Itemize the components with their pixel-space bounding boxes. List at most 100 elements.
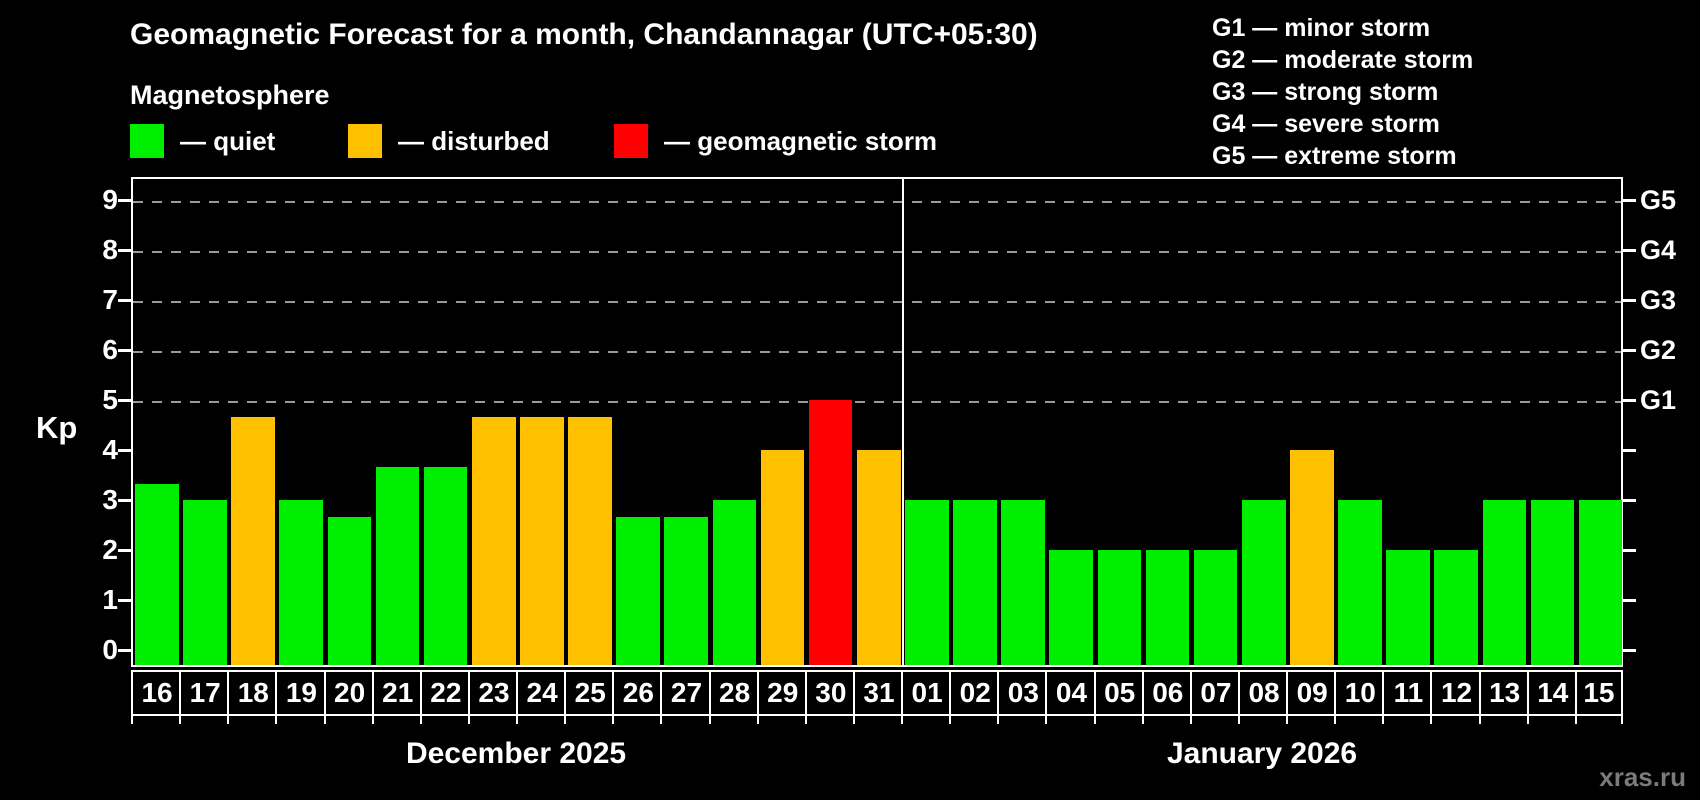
day-boundary-tick (371, 716, 374, 724)
kp-bar-14 (1530, 500, 1575, 665)
kp-bar-17 (183, 500, 227, 665)
day-boundary-tick (179, 716, 182, 724)
day-boundary-tick (275, 716, 278, 724)
right-axis-tick-0 (1623, 649, 1636, 652)
kp-bar-01 (905, 500, 949, 665)
y-tick-label-3: 3 (102, 484, 118, 515)
right-axis-label-g2: G2 (1640, 335, 1677, 365)
day-boundary-tick (131, 716, 133, 724)
right-axis-tick-7 (1623, 299, 1636, 302)
storm-scale-g4: G4 — severe storm (1212, 110, 1440, 138)
y-tick-label-8: 8 (102, 234, 118, 265)
day-label-23: 23 (467, 670, 519, 716)
kp-bar-05 (1097, 550, 1142, 665)
kp-bar-31 (856, 450, 901, 665)
month-label-january: January 2026 (1166, 737, 1358, 770)
left-axis-tick-4 (118, 449, 131, 452)
kp-bar-04 (1049, 550, 1094, 665)
month-separator (902, 179, 905, 665)
storm-scale-g5: G5 — extreme storm (1212, 142, 1457, 170)
right-axis-tick-8 (1623, 249, 1636, 252)
day-label-13: 13 (1478, 670, 1529, 716)
day-boundary-tick (852, 716, 855, 724)
kp-bar-28 (712, 500, 757, 665)
kp-bar-29 (760, 450, 805, 665)
day-boundary-tick (1430, 716, 1433, 724)
day-boundary-tick (1478, 716, 1481, 724)
right-axis-tick-1 (1623, 599, 1636, 602)
left-axis-tick-1 (118, 599, 131, 602)
day-label-04: 04 (1045, 670, 1096, 716)
day-boundary-tick (1237, 716, 1240, 724)
legend-item-storm: — geomagnetic storm (614, 123, 937, 159)
day-label-25: 25 (564, 670, 615, 716)
day-label-11: 11 (1382, 670, 1433, 716)
quiet-color-swatch (130, 124, 164, 158)
day-boundary-tick (1334, 716, 1337, 724)
kp-bar-07 (1193, 550, 1238, 665)
day-label-07: 07 (1189, 670, 1240, 716)
day-boundary-tick (564, 716, 567, 724)
day-boundary-tick (1045, 716, 1048, 724)
watermark: xras.ru (1599, 762, 1686, 792)
right-axis-tick-9 (1623, 199, 1636, 202)
left-axis-tick-2 (118, 549, 131, 552)
day-boundary-tick (323, 716, 326, 724)
day-label-18: 18 (227, 670, 278, 716)
kp-bar-15 (1578, 500, 1623, 665)
right-axis-label-g1: G1 (1640, 385, 1677, 415)
kp-bar-26 (616, 516, 660, 665)
y-tick-label-5: 5 (102, 384, 118, 415)
day-label-12: 12 (1430, 670, 1481, 716)
y-tick-label-9: 9 (102, 184, 118, 215)
day-boundary-tick (227, 716, 230, 724)
kp-bar-13 (1482, 500, 1527, 665)
kp-bar-23 (471, 416, 516, 665)
day-label-03: 03 (997, 670, 1048, 716)
kp-bar-03 (1001, 500, 1045, 665)
day-label-10: 10 (1334, 670, 1385, 716)
legend-item-quiet: — quiet (130, 123, 275, 159)
day-boundary-tick (756, 716, 759, 724)
day-label-09: 09 (1286, 670, 1337, 716)
left-axis-tick-6 (118, 349, 131, 352)
day-boundary-tick (1141, 716, 1144, 724)
left-axis-tick-3 (118, 499, 131, 502)
gridline-kp-8 (133, 251, 1621, 253)
right-axis-tick-6 (1623, 349, 1636, 352)
y-tick-label-7: 7 (102, 284, 118, 315)
legend-label-storm: — geomagnetic storm (664, 125, 938, 156)
right-axis-tick-3 (1623, 499, 1636, 502)
kp-bar-20 (327, 516, 372, 665)
kp-bar-19 (279, 500, 323, 665)
kp-bar-02 (953, 500, 997, 665)
chart-title: Geomagnetic Forecast for a month, Chanda… (130, 18, 1038, 51)
plot-area (131, 177, 1623, 667)
left-axis-tick-5 (118, 399, 131, 402)
legend-label-disturbed: — disturbed (398, 125, 550, 156)
day-label-06: 06 (1141, 670, 1192, 716)
day-label-26: 26 (612, 670, 663, 716)
day-boundary-tick (1382, 716, 1385, 724)
right-axis-label-g5: G5 (1640, 185, 1677, 215)
kp-bar-30 (808, 400, 853, 665)
right-axis-tick-4 (1623, 449, 1636, 452)
kp-bar-24 (520, 416, 564, 665)
kp-bar-12 (1434, 550, 1479, 665)
storm-scale-g2: G2 — moderate storm (1212, 46, 1474, 74)
disturbed-color-swatch (348, 124, 382, 158)
day-boundary-tick (660, 716, 663, 724)
day-label-15: 15 (1574, 670, 1623, 716)
day-boundary-tick (1621, 716, 1623, 724)
y-tick-label-2: 2 (102, 534, 118, 565)
gridline-kp-7 (133, 301, 1621, 303)
day-label-01: 01 (901, 670, 952, 716)
left-axis-tick-8 (118, 249, 131, 252)
kp-bar-16 (135, 483, 179, 665)
day-label-22: 22 (419, 670, 470, 716)
storm-color-swatch (614, 124, 648, 158)
y-axis-label: Kp (36, 410, 78, 445)
legend-item-disturbed: — disturbed (348, 123, 550, 159)
day-boundary-tick (1526, 716, 1529, 724)
day-boundary-tick (901, 716, 904, 724)
